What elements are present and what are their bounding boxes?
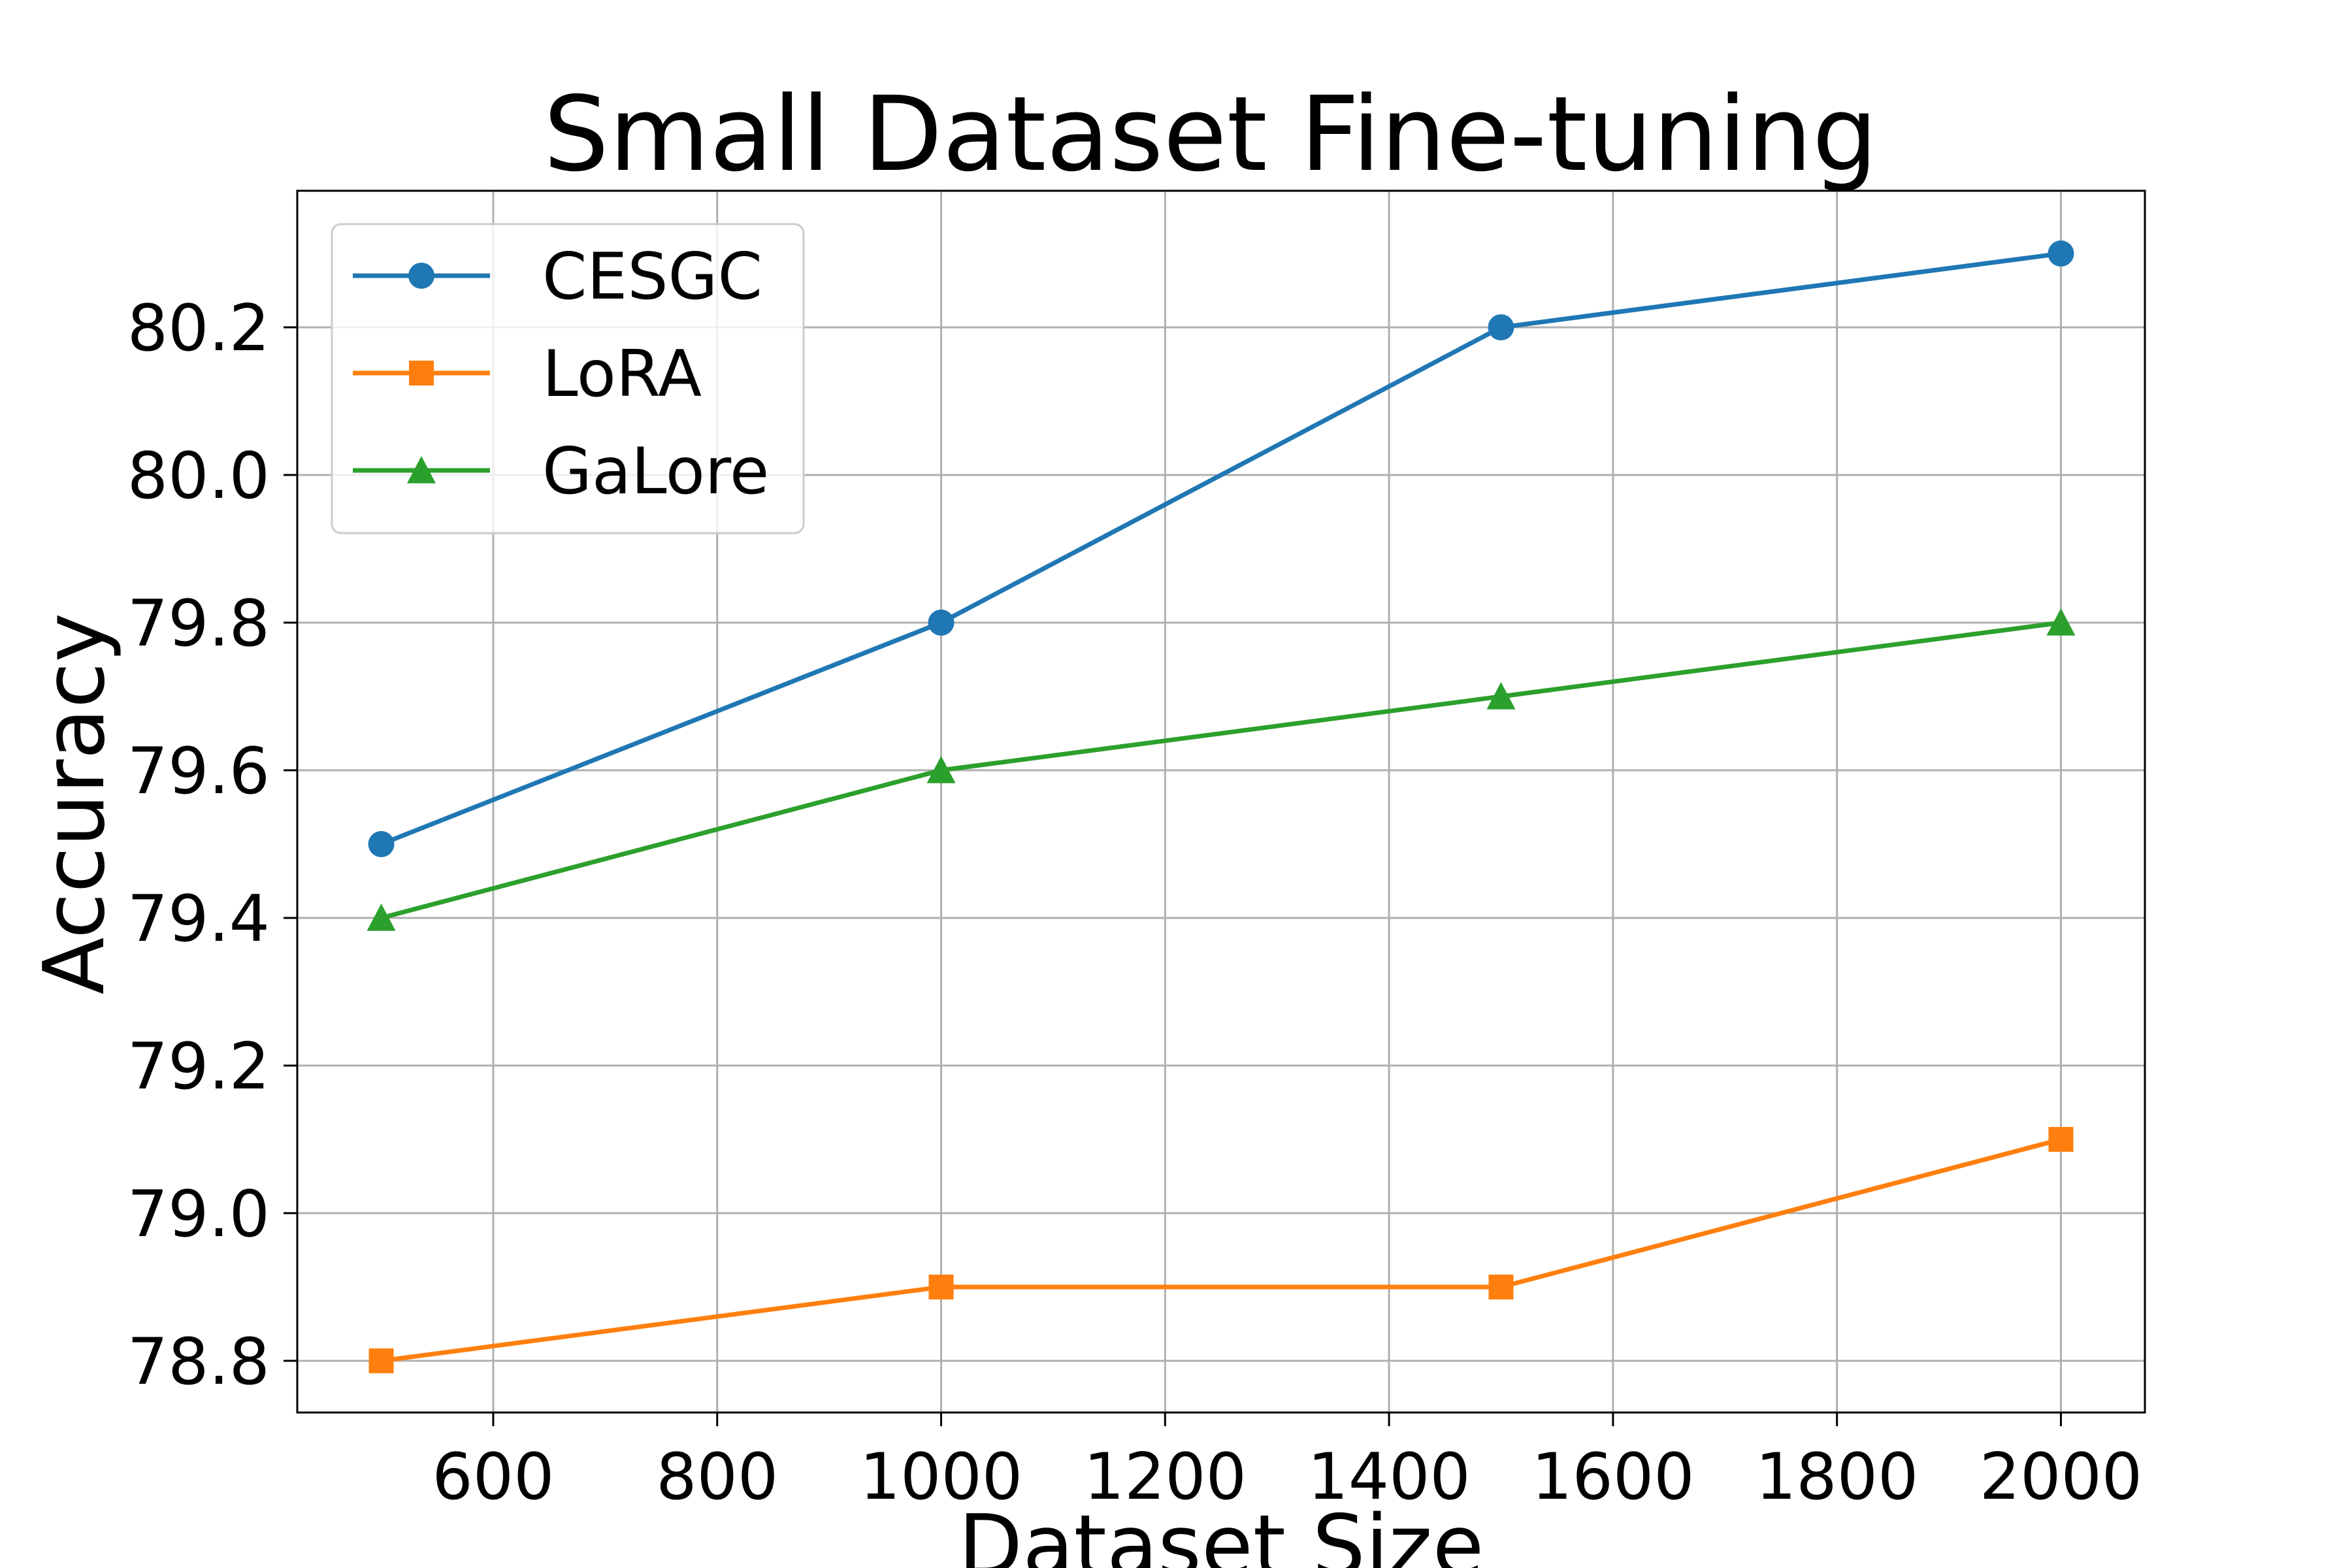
y-tick-label: 80.2 bbox=[127, 291, 270, 366]
legend-cesgc-marker bbox=[408, 263, 434, 289]
x-tick-label: 1600 bbox=[1531, 1440, 1694, 1514]
x-tick-label: 2000 bbox=[1980, 1440, 2142, 1514]
legend-cesgc-label: CESGC bbox=[542, 240, 762, 314]
x-tick-label: 1400 bbox=[1307, 1440, 1470, 1514]
y-tick-label: 79.8 bbox=[127, 587, 270, 661]
x-tick-label: 600 bbox=[432, 1440, 554, 1514]
y-tick-label: 78.8 bbox=[127, 1325, 270, 1399]
series-lora-point bbox=[2048, 1126, 2074, 1152]
series-lora-point bbox=[928, 1274, 954, 1299]
y-tick-label: 79.4 bbox=[127, 882, 270, 956]
legend-galore-label: GaLore bbox=[542, 434, 769, 509]
legend: CESGC LoRA GaLore bbox=[331, 223, 805, 534]
y-tick-label: 79.6 bbox=[127, 734, 270, 809]
series-galore bbox=[367, 608, 2076, 931]
series-galore-point bbox=[367, 903, 396, 931]
series-cesgc-line bbox=[380, 251, 2061, 847]
series-galore-point bbox=[2046, 608, 2076, 636]
plot-area-frame bbox=[296, 189, 2146, 1414]
series-galore-point bbox=[926, 755, 956, 783]
legend-item-cesgc: CESGC bbox=[353, 240, 762, 314]
series-lora bbox=[368, 1126, 2074, 1373]
y-tick-label: 80.0 bbox=[127, 439, 270, 514]
series-layer bbox=[367, 240, 2076, 1373]
y-tick-label: 79.0 bbox=[127, 1177, 270, 1252]
series-cesgc bbox=[368, 240, 2074, 857]
series-lora-line bbox=[381, 1137, 2062, 1364]
legend-box bbox=[331, 223, 805, 534]
series-cesgc-point bbox=[1488, 314, 1514, 341]
legend-item-galore: GaLore bbox=[353, 434, 769, 509]
axis-ticks: 600 800 1000 1200 1400 1600 1800 2000 78.8 79.0 79… bbox=[127, 291, 2142, 1514]
series-cesgc-point bbox=[2048, 240, 2074, 267]
legend-lora-label: LoRA bbox=[542, 337, 702, 412]
x-tick-label: 800 bbox=[656, 1440, 778, 1514]
chart-title: Small Dataset Fine-tuning bbox=[544, 74, 1878, 195]
series-galore-point bbox=[1486, 681, 1516, 710]
series-galore-line bbox=[380, 620, 2061, 921]
legend-galore-marker bbox=[407, 456, 436, 483]
x-axis-label: Dataset Size bbox=[958, 1497, 1484, 1568]
legend-item-lora: LoRA bbox=[353, 337, 702, 412]
y-tick-label: 79.2 bbox=[127, 1030, 270, 1104]
y-axis-label: Accuracy bbox=[26, 613, 123, 994]
x-tick-label: 1200 bbox=[1084, 1440, 1247, 1514]
x-tick-label: 1000 bbox=[860, 1440, 1022, 1514]
legend-lora-marker bbox=[409, 361, 434, 385]
series-cesgc-point bbox=[368, 830, 395, 857]
series-cesgc-point bbox=[928, 609, 955, 636]
series-lora-point bbox=[368, 1348, 394, 1373]
series-lora-point bbox=[1488, 1274, 1514, 1299]
x-tick-label: 1800 bbox=[1756, 1440, 1918, 1514]
